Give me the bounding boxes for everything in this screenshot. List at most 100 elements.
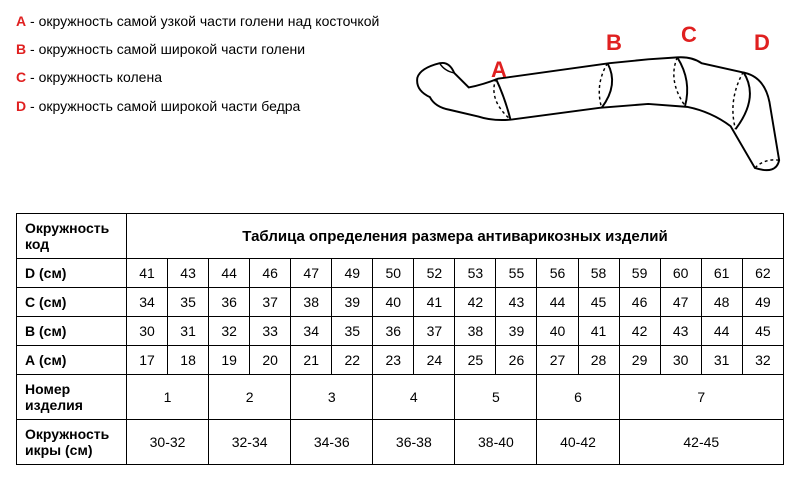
- data-cell: 35: [332, 317, 373, 346]
- data-cell: 3: [291, 375, 373, 420]
- legend-dash: -: [30, 41, 39, 57]
- data-cell: 4: [373, 375, 455, 420]
- data-cell: 49: [742, 288, 783, 317]
- data-cell: 30: [127, 317, 168, 346]
- data-cell: 59: [619, 259, 660, 288]
- data-cell: 33: [250, 317, 291, 346]
- row-label: Номер изделия: [17, 375, 127, 420]
- table-row-number: Номер изделия1234567: [17, 375, 784, 420]
- row-label: А (см): [17, 346, 127, 375]
- data-cell: 47: [291, 259, 332, 288]
- data-cell: 28: [578, 346, 619, 375]
- table-row-a: А (см)17181920212223242526272829303132: [17, 346, 784, 375]
- row-label: D (см): [17, 259, 127, 288]
- data-cell: 40: [373, 288, 414, 317]
- data-cell: 50: [373, 259, 414, 288]
- row-label: Окружность икры (см): [17, 420, 127, 465]
- legend-letter: D: [16, 98, 26, 114]
- data-cell: 34: [127, 288, 168, 317]
- row-label: C (см): [17, 288, 127, 317]
- data-cell: 18: [168, 346, 209, 375]
- data-cell: 34: [291, 317, 332, 346]
- diagram-point-label: В: [606, 30, 622, 56]
- data-cell: 39: [496, 317, 537, 346]
- data-cell: 35: [168, 288, 209, 317]
- data-cell: 25: [455, 346, 496, 375]
- data-cell: 20: [250, 346, 291, 375]
- data-cell: 34-36: [291, 420, 373, 465]
- data-cell: 49: [332, 259, 373, 288]
- legend-item-d: D - окружность самой широкой части бедра: [16, 97, 386, 115]
- data-cell: 32: [209, 317, 250, 346]
- data-cell: 45: [578, 288, 619, 317]
- legend-dash: -: [30, 13, 39, 29]
- data-cell: 29: [619, 346, 660, 375]
- data-cell: 23: [373, 346, 414, 375]
- header-left-cell: Окружность код: [17, 214, 127, 259]
- data-cell: 32-34: [209, 420, 291, 465]
- data-cell: 39: [332, 288, 373, 317]
- data-cell: 58: [578, 259, 619, 288]
- data-cell: 37: [414, 317, 455, 346]
- data-cell: 32: [742, 346, 783, 375]
- row-label: B (см): [17, 317, 127, 346]
- legend-dash: -: [30, 69, 39, 85]
- data-cell: 1: [127, 375, 209, 420]
- data-cell: 55: [496, 259, 537, 288]
- data-cell: 38: [455, 317, 496, 346]
- data-cell: 44: [701, 317, 742, 346]
- diagram-point-label: А: [491, 57, 507, 83]
- table-header-row: Окружность код Таблица определения разме…: [17, 214, 784, 259]
- data-cell: 22: [332, 346, 373, 375]
- data-cell: 36: [373, 317, 414, 346]
- data-cell: 7: [619, 375, 783, 420]
- data-cell: 45: [742, 317, 783, 346]
- data-cell: 38: [291, 288, 332, 317]
- data-cell: 44: [209, 259, 250, 288]
- table-row-calf: Окружность икры (см)30-3232-3434-3636-38…: [17, 420, 784, 465]
- data-cell: 60: [660, 259, 701, 288]
- data-cell: 24: [414, 346, 455, 375]
- leg-diagram: АВСD: [396, 12, 784, 197]
- table-row-c: C (см)34353637383940414243444546474849: [17, 288, 784, 317]
- data-cell: 46: [250, 259, 291, 288]
- data-cell: 38-40: [455, 420, 537, 465]
- legend-dash: -: [30, 98, 39, 114]
- data-cell: 36-38: [373, 420, 455, 465]
- data-cell: 62: [742, 259, 783, 288]
- data-cell: 40: [537, 317, 578, 346]
- diagram-point-label: С: [681, 22, 697, 48]
- measurement-legend: A - окружность самой узкой части голени …: [16, 12, 396, 197]
- data-cell: 36: [209, 288, 250, 317]
- data-cell: 43: [168, 259, 209, 288]
- legend-item-a: A - окружность самой узкой части голени …: [16, 12, 386, 30]
- data-cell: 19: [209, 346, 250, 375]
- data-cell: 56: [537, 259, 578, 288]
- legend-text: окружность самой узкой части голени над …: [39, 13, 380, 29]
- data-cell: 5: [455, 375, 537, 420]
- data-cell: 17: [127, 346, 168, 375]
- legend-item-c: C - окружность колена: [16, 68, 386, 86]
- legend-text: окружность колена: [39, 69, 162, 85]
- data-cell: 47: [660, 288, 701, 317]
- data-cell: 27: [537, 346, 578, 375]
- data-cell: 30-32: [127, 420, 209, 465]
- legend-text: окружность самой широкой части бедра: [39, 98, 301, 114]
- data-cell: 46: [619, 288, 660, 317]
- data-cell: 40-42: [537, 420, 619, 465]
- legend-letter: B: [16, 41, 26, 57]
- data-cell: 48: [701, 288, 742, 317]
- data-cell: 41: [578, 317, 619, 346]
- data-cell: 37: [250, 288, 291, 317]
- data-cell: 26: [496, 346, 537, 375]
- data-cell: 31: [701, 346, 742, 375]
- data-cell: 6: [537, 375, 619, 420]
- data-cell: 41: [414, 288, 455, 317]
- data-cell: 61: [701, 259, 742, 288]
- data-cell: 42-45: [619, 420, 783, 465]
- data-cell: 52: [414, 259, 455, 288]
- data-cell: 31: [168, 317, 209, 346]
- table-row-b: B (см)30313233343536373839404142434445: [17, 317, 784, 346]
- legend-item-b: B - окружность самой широкой части голен…: [16, 40, 386, 58]
- data-cell: 43: [496, 288, 537, 317]
